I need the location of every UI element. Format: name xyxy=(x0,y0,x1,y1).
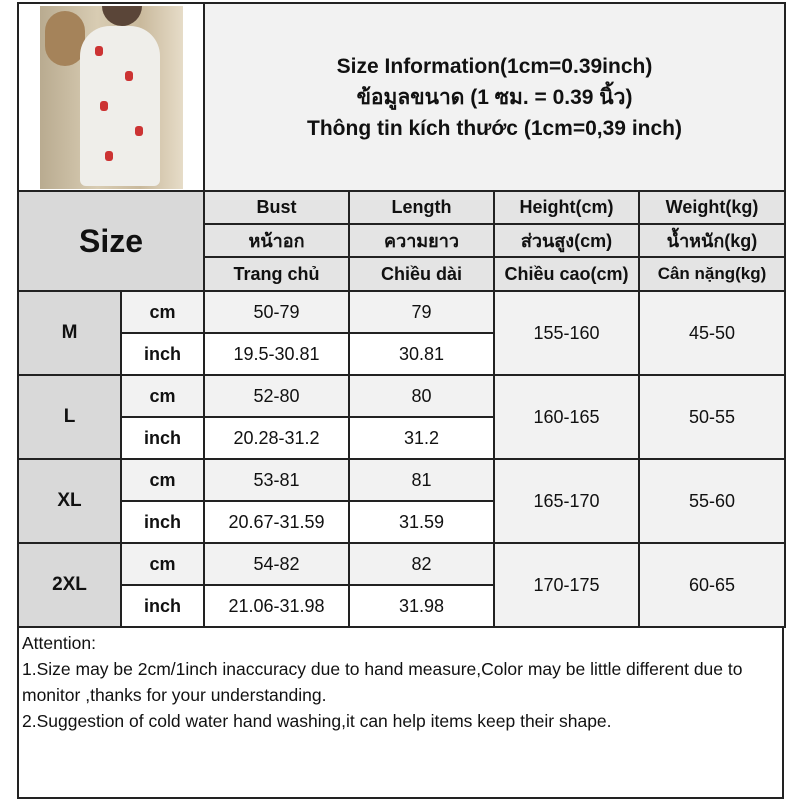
height-range: 170-175 xyxy=(493,542,640,628)
table-row-L-inch: inch 20.28-31.2 31.2 xyxy=(18,416,785,460)
table-row-XL-inch: inch 20.67-31.59 31.59 xyxy=(18,500,785,544)
col-bust-en: Bust xyxy=(203,190,350,225)
length-cm: 80 xyxy=(348,374,495,418)
unit-cm: cm xyxy=(120,374,205,418)
height-range: 160-165 xyxy=(493,374,640,460)
height-range: 155-160 xyxy=(493,290,640,376)
teddy-bear-image xyxy=(44,10,85,66)
unit-inch: inch xyxy=(120,584,205,628)
table-row-2XL-inch: inch 21.06-31.98 31.98 xyxy=(18,584,785,628)
col-length-th: ความยาว xyxy=(348,223,495,258)
product-photo-cell xyxy=(17,2,205,192)
length-inch: 30.81 xyxy=(348,332,495,376)
weight-range: 55-60 xyxy=(637,458,787,544)
weight-range: 50-55 xyxy=(637,374,787,460)
col-bust-th: หน้าอก xyxy=(203,223,350,258)
col-length-vi: Chiều dài xyxy=(348,256,495,292)
col-length-en: Length xyxy=(348,190,495,225)
size-header: Size xyxy=(17,190,205,292)
nightdress-image xyxy=(79,25,160,186)
table-row-M-cm: M cm 50-79 79 155-160 45-50 xyxy=(17,290,787,376)
title-english: Size Information(1cm=0.39inch) xyxy=(336,54,653,78)
bust-inch: 20.67-31.59 xyxy=(203,500,350,544)
unit-cm: cm xyxy=(120,290,205,334)
weight-range: 45-50 xyxy=(637,290,787,376)
height-range: 165-170 xyxy=(493,458,640,544)
col-weight-en: Weight(kg) xyxy=(637,190,787,225)
unit-inch: inch xyxy=(120,416,205,460)
bust-cm: 53-81 xyxy=(203,458,350,502)
length-inch: 31.2 xyxy=(348,416,495,460)
title-vietnamese: Thông tin kích thước (1cm=0,39 inch) xyxy=(307,116,682,140)
bust-cm: 52-80 xyxy=(203,374,350,418)
col-bust-vi: Trang chủ xyxy=(203,256,350,292)
size-label: L xyxy=(17,374,122,460)
title-thai: ข้อมูลขนาด (1 ซม. = 0.39 นิ้ว) xyxy=(356,85,633,109)
bust-inch: 19.5-30.81 xyxy=(203,332,350,376)
length-inch: 31.59 xyxy=(348,500,495,544)
unit-inch: inch xyxy=(120,500,205,544)
col-weight-th: น้ำหนัก(kg) xyxy=(637,223,787,258)
table-row-L-cm: L cm 52-80 80 160-165 50-55 xyxy=(17,374,787,460)
unit-inch: inch xyxy=(120,332,205,376)
weight-range: 60-65 xyxy=(637,542,787,628)
size-label: M xyxy=(17,290,122,376)
product-photo xyxy=(39,5,183,189)
bust-inch: 20.28-31.2 xyxy=(203,416,350,460)
attention-note-2: 2.Suggestion of cold water hand washing,… xyxy=(22,711,612,731)
table-row-2XL-cm: 2XL cm 54-82 82 170-175 60-65 xyxy=(17,542,787,628)
size-label: XL xyxy=(17,458,122,544)
table-row-XL-cm: XL cm 53-81 81 165-170 55-60 xyxy=(17,458,787,544)
col-height-vi: Chiều cao(cm) xyxy=(493,256,640,292)
attention-box: Attention: 1.Size may be 2cm/1inch inacc… xyxy=(17,628,784,799)
model-hair-image xyxy=(101,5,142,26)
size-chart: Size Information(1cm=0.39inch) ข้อมูลขนา… xyxy=(17,2,787,799)
title-cell: Size Information(1cm=0.39inch) ข้อมูลขนา… xyxy=(202,2,787,192)
table-row-M-inch: inch 19.5-30.81 30.81 xyxy=(18,332,785,376)
length-cm: 79 xyxy=(348,290,495,334)
attention-heading: Attention: xyxy=(22,633,96,653)
col-weight-vi: Cân nặng(kg) xyxy=(637,256,787,292)
size-label: 2XL xyxy=(17,542,122,628)
attention-note-1: 1.Size may be 2cm/1inch inaccuracy due t… xyxy=(22,659,748,705)
col-height-en: Height(cm) xyxy=(493,190,640,225)
col-height-th: ส่วนสูง(cm) xyxy=(493,223,640,258)
length-inch: 31.98 xyxy=(348,584,495,628)
size-table: Size Information(1cm=0.39inch) ข้อมูลขนา… xyxy=(17,2,787,628)
length-cm: 81 xyxy=(348,458,495,502)
unit-cm: cm xyxy=(120,542,205,586)
length-cm: 82 xyxy=(348,542,495,586)
bust-cm: 54-82 xyxy=(203,542,350,586)
bust-inch: 21.06-31.98 xyxy=(203,584,350,628)
unit-cm: cm xyxy=(120,458,205,502)
bust-cm: 50-79 xyxy=(203,290,350,334)
